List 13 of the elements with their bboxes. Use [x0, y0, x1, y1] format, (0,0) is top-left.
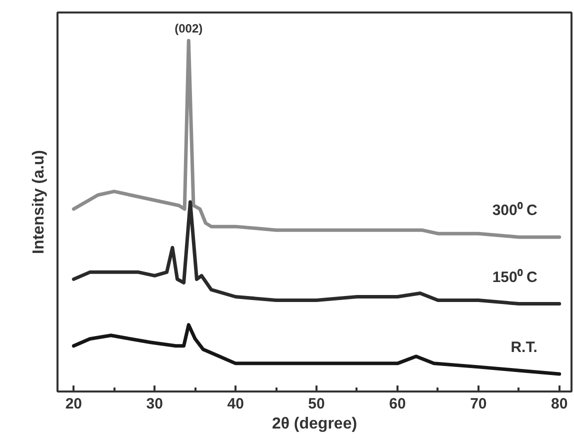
x-tick-label: 20 — [65, 396, 82, 412]
series-label: 150⁰ C — [492, 268, 538, 286]
x-tick-label: 40 — [227, 396, 244, 412]
series-label: 300⁰ C — [492, 201, 538, 220]
x-tick-label: 70 — [470, 396, 487, 412]
x-tick-label: 80 — [551, 396, 568, 412]
x-axis-title: 2θ (degree) — [272, 416, 358, 432]
y-axis-title: Intensity (a.u) — [30, 150, 48, 254]
x-tick-label: 50 — [308, 396, 325, 412]
x-tick-label: 30 — [146, 396, 163, 412]
x-tick-label: 60 — [389, 396, 406, 412]
annotation: (002) — [174, 22, 203, 36]
series-label: R.T. — [510, 338, 538, 356]
